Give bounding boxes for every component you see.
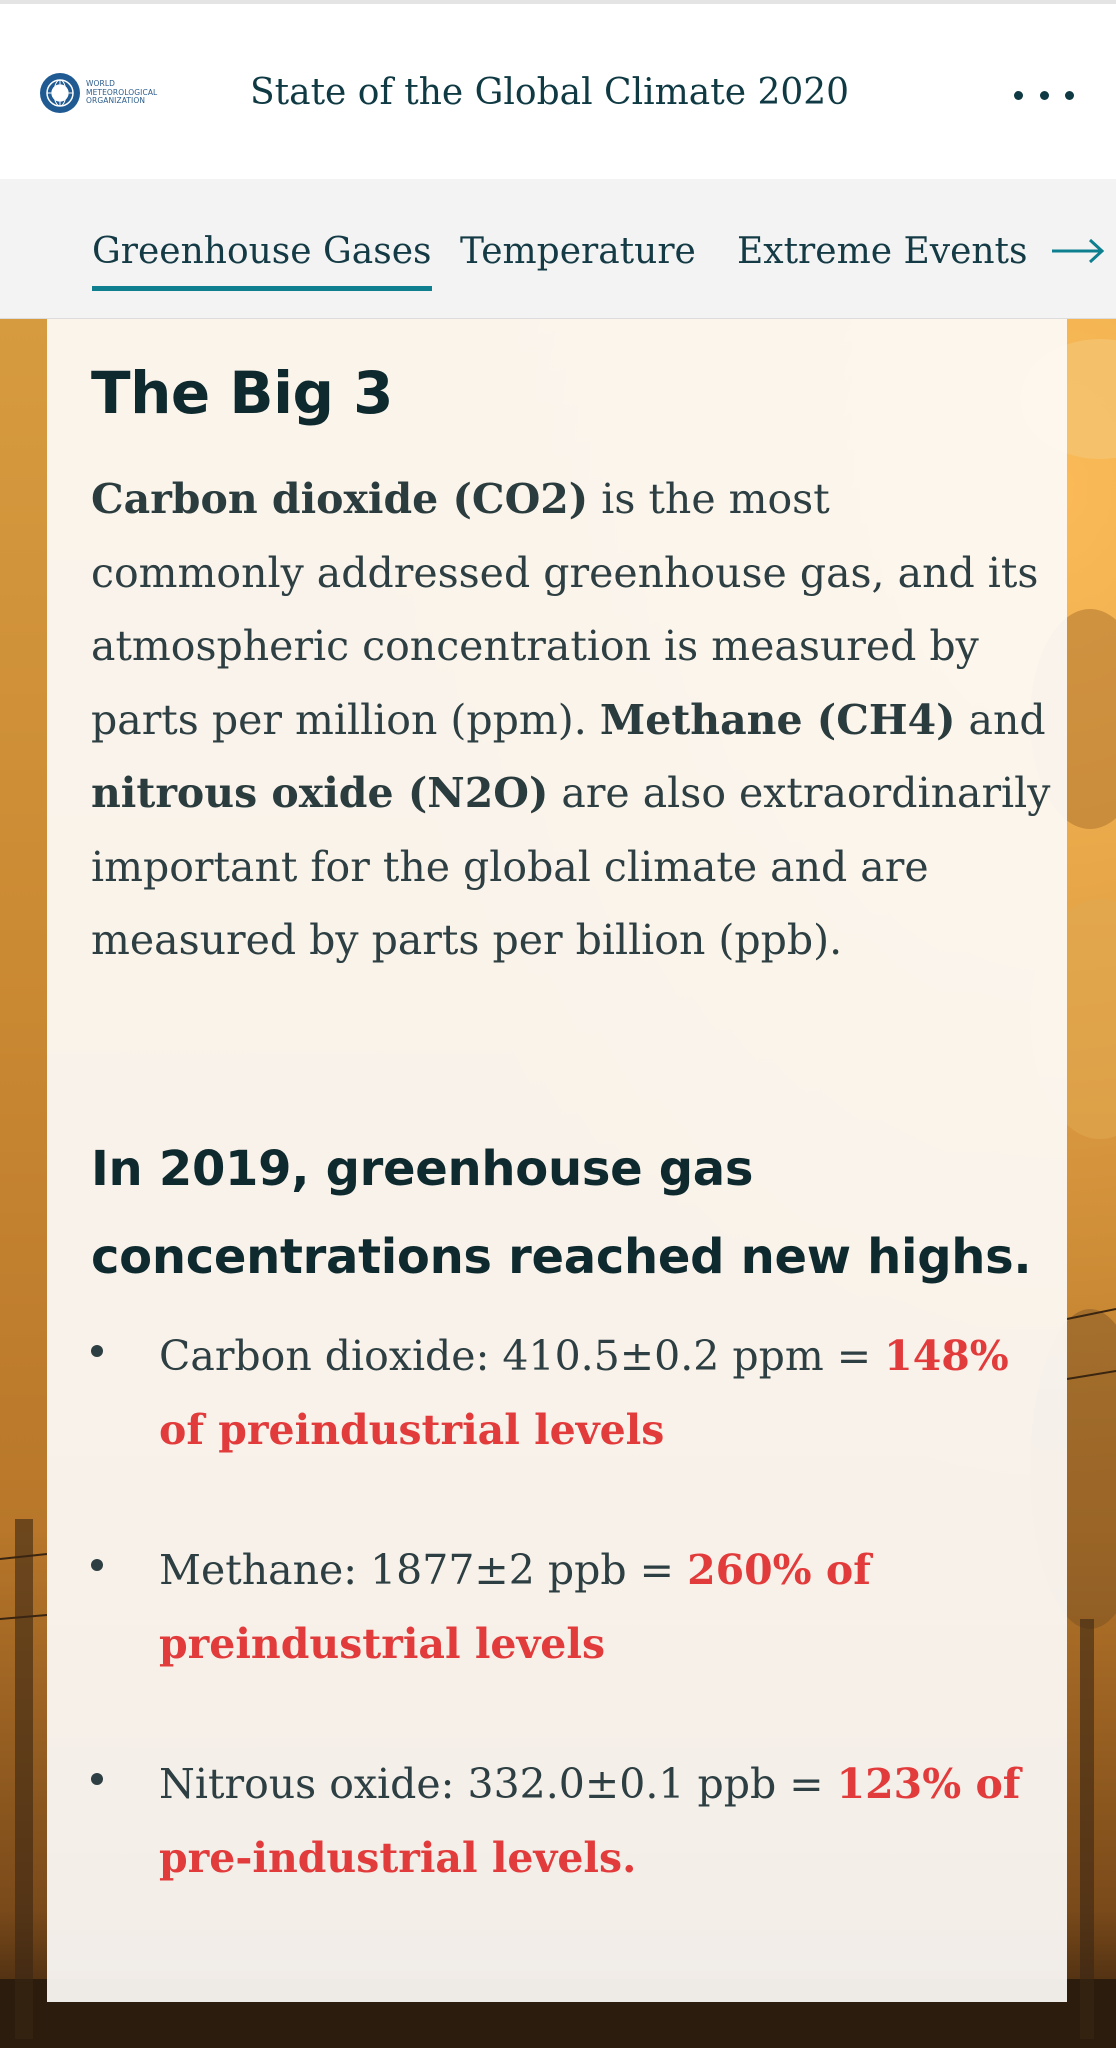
tab-extreme-events[interactable]: Extreme Events: [737, 231, 1028, 272]
site-title[interactable]: State of the Global Climate 2020: [250, 72, 850, 113]
more-horizontal-icon[interactable]: [1014, 78, 1074, 112]
bullet: [91, 1345, 103, 1357]
stat-highlight: 260% of preindustrial levels: [159, 1546, 871, 1668]
top-header: WORLD METEOROLOGICAL ORGANIZATION State …: [0, 0, 1116, 179]
menu-dot: [1065, 90, 1074, 100]
subheading: In 2019, greenhouse gas concentrations r…: [91, 1141, 1032, 1285]
stat-text: Methane: 1877±2 ppb = 260% of preindustr…: [159, 1533, 1059, 1681]
stat-highlight: 123% of pre-industrial levels.: [159, 1760, 1021, 1882]
wmo-logo[interactable]: WORLD METEOROLOGICAL ORGANIZATION: [40, 70, 170, 116]
stat-text: Nitrous oxide: 332.0±0.1 ppb = 123% of p…: [159, 1747, 1059, 1895]
stat-highlight: 148% of preindustrial levels: [159, 1332, 1009, 1454]
n2o-term: nitrous oxide (N2O): [91, 769, 549, 817]
intro-paragraph: Carbon dioxide (CO2) is the most commonl…: [91, 463, 1051, 978]
menu-dot: [1014, 90, 1023, 100]
intro-text-2: and: [955, 695, 1046, 744]
menu-dot: [1039, 90, 1049, 100]
section-tabs: Greenhouse Gases Temperature Extreme Eve…: [0, 179, 1116, 319]
stat-value: Nitrous oxide: 332.0±0.1 ppb =: [159, 1760, 837, 1808]
co2-term: Carbon dioxide (CO2): [91, 475, 589, 523]
wmo-emblem-icon: [40, 73, 80, 113]
arrow-right-icon[interactable]: [1050, 233, 1106, 269]
stat-value: Methane: 1877±2 ppb =: [159, 1546, 688, 1594]
stat-text: Carbon dioxide: 410.5±0.2 ppm = 148% of …: [159, 1319, 1059, 1467]
bullet: [91, 1559, 103, 1571]
logo-wordmark: WORLD METEOROLOGICAL ORGANIZATION: [86, 79, 158, 106]
stat-value: Carbon dioxide: 410.5±0.2 ppm =: [159, 1332, 885, 1380]
content-card: The Big 3 Carbon dioxide (CO2) is the mo…: [47, 319, 1067, 2002]
ch4-term: Methane (CH4): [599, 695, 956, 744]
section-heading: The Big 3: [91, 359, 394, 427]
bullet: [91, 1773, 103, 1785]
tab-greenhouse-gases[interactable]: Greenhouse Gases: [92, 221, 432, 291]
intro-text-3: are also extraordinarily important for t…: [91, 769, 1051, 964]
intro-text-1: is the most commonly addressed greenhous…: [91, 475, 1039, 744]
tab-temperature[interactable]: Temperature: [460, 231, 696, 272]
